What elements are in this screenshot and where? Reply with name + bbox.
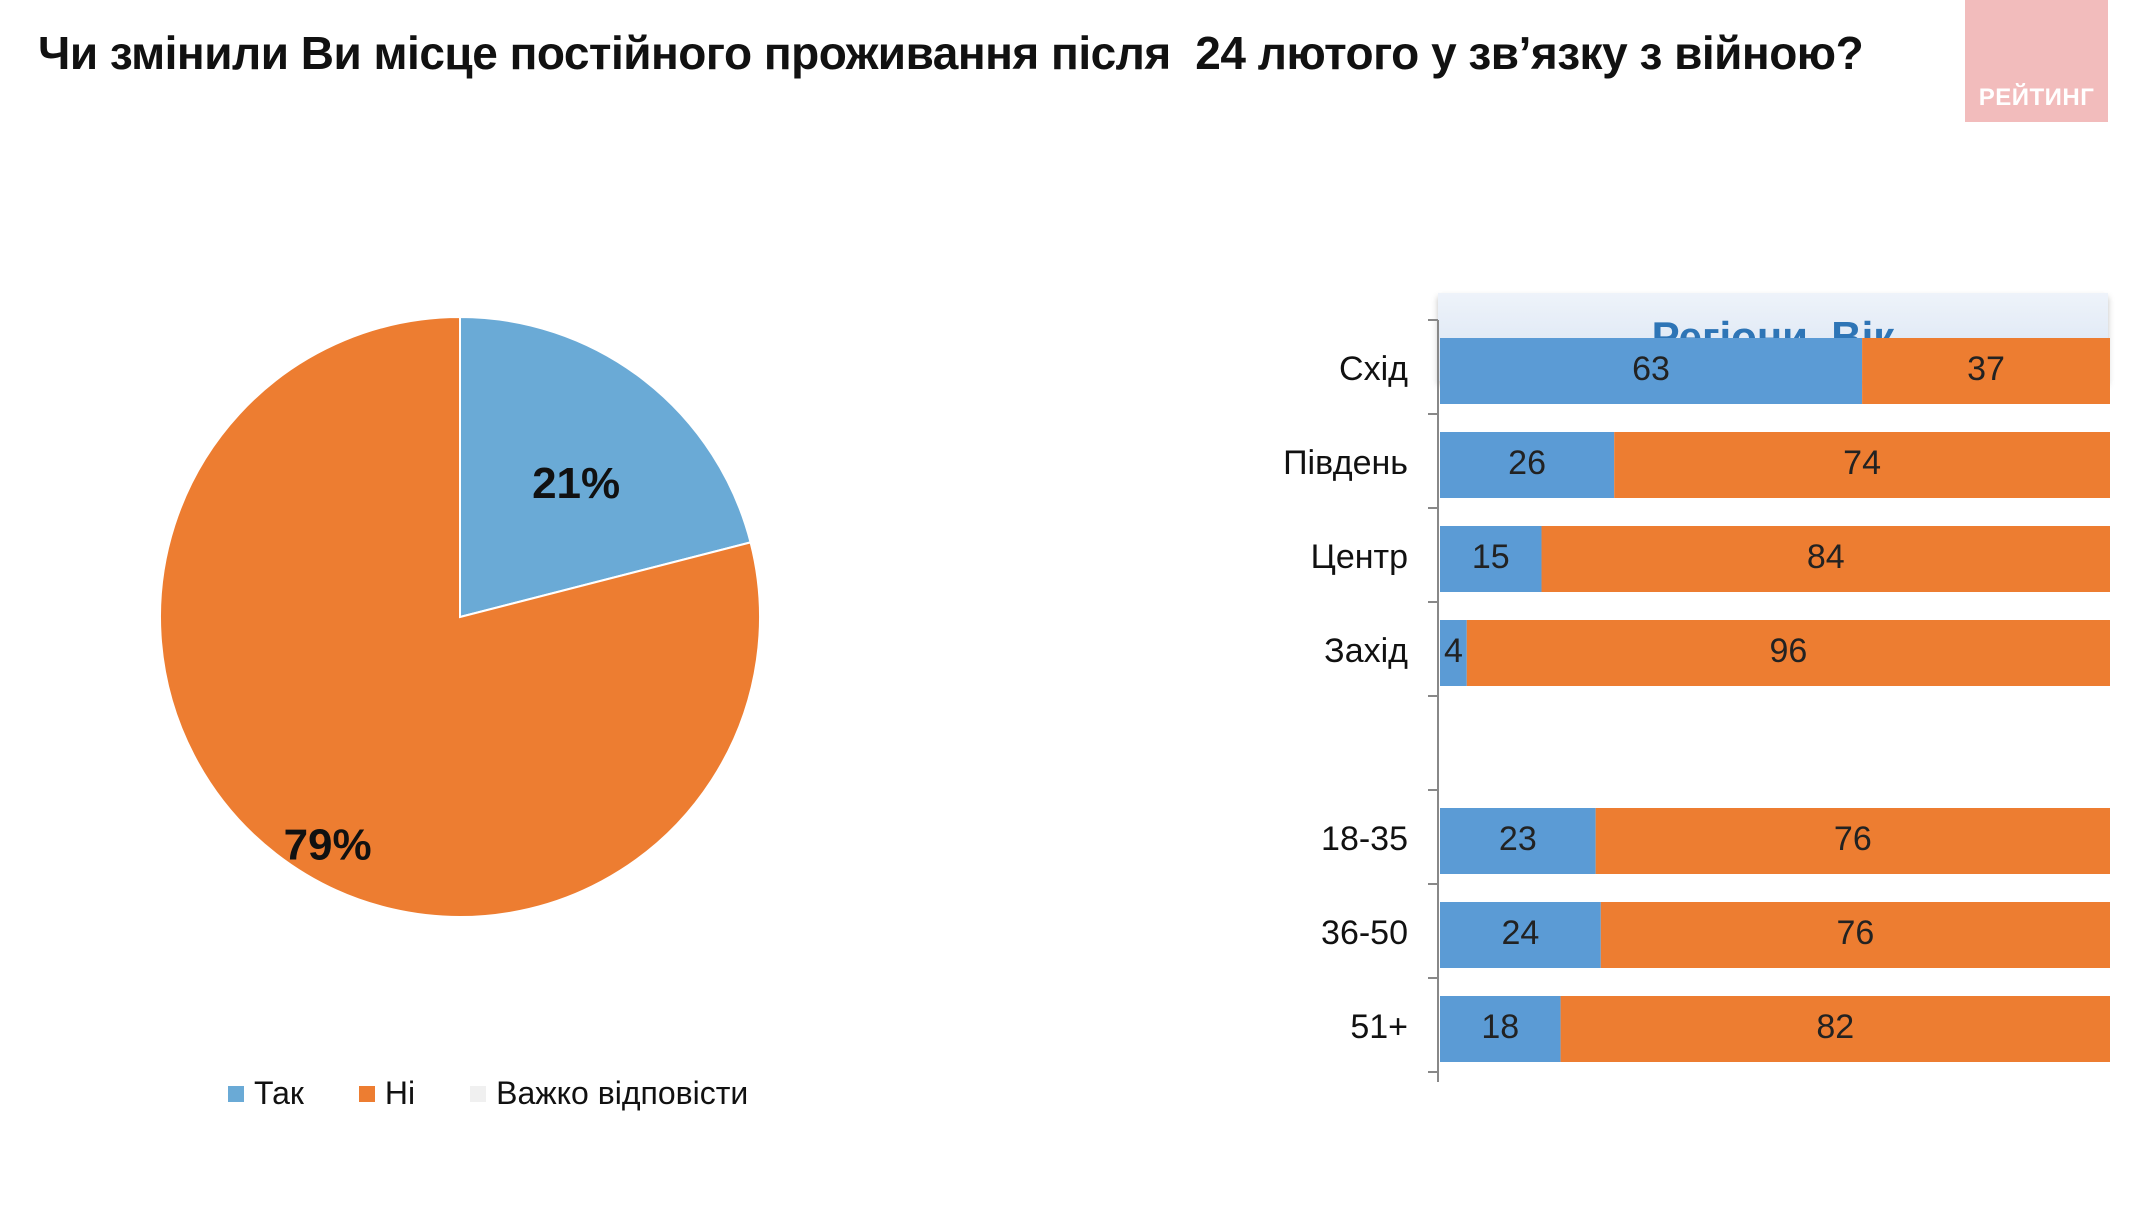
bar-data-label-no: 82 [1816,1008,1854,1046]
legend-swatch [470,1085,487,1102]
legend-label: Важко відповісти [496,1075,749,1111]
page-title: Чи змінили Ви місце постійного проживанн… [38,27,1864,79]
bar-data-label-yes: 26 [1508,444,1546,482]
bar-data-label-yes: 23 [1499,820,1537,858]
bar-data-label-yes: 63 [1632,350,1670,388]
bar-segment-yes [1440,620,1467,686]
bar-segment-no [1862,338,2110,404]
bar-segment-no [1541,526,2110,592]
bar-data-label-no: 76 [1834,820,1872,858]
bar-data-label-no: 96 [1769,632,1807,670]
bar-segment-no [1560,996,2110,1062]
bar-data-label-no: 84 [1807,538,1845,576]
legend-label: Ні [384,1075,416,1111]
bar-segment-yes [1440,526,1542,592]
legend-item: Ні [358,1075,416,1112]
category-label: 51+ [1350,1008,1408,1046]
bar-segment-yes [1440,338,1863,404]
legend-item: Так [228,1075,304,1112]
rating-logo: РЕЙТИНГ [1965,0,2108,122]
bar-data-label-no: 74 [1843,444,1881,482]
stacked-bar-chart: Схід 63 37 Південь 26 74 Центр 15 84 Захід 4 96 18-3… [1283,319,2110,1082]
category-label: Захід [1324,632,1408,670]
legend-swatch [358,1085,375,1102]
bar-segment-no [1600,902,2110,968]
bar-segment-yes [1440,808,1596,874]
bar-data-label-no: 37 [1967,350,2005,388]
category-label: Центр [1311,538,1408,576]
category-label: Схід [1339,350,1408,388]
pie-data-label: 79% [284,820,372,869]
bar-segment-no [1614,432,2110,498]
category-label: Південь [1283,444,1408,482]
bar-segment-yes [1440,432,1615,498]
pie-slice [159,315,761,918]
bar-segment-no [1466,620,2110,686]
legend-item: Важко відповісти [470,1075,748,1112]
bar-data-label-no: 76 [1836,914,1874,952]
legend: Так Ні Важко відповісти [228,1075,803,1112]
pie-data-label: 21% [532,459,620,508]
category-label: 18-35 [1321,820,1408,858]
legend-label: Так [254,1075,304,1111]
category-label: 36-50 [1321,914,1408,952]
bar-segment-yes [1440,996,1561,1062]
bar-data-label-yes: 4 [1444,632,1463,670]
bar-data-label-yes: 24 [1501,914,1539,952]
logo-text: РЕЙТИНГ [1978,84,2095,111]
legend-swatch [228,1085,244,1102]
bar-segment-yes [1440,902,1601,968]
bar-data-label-yes: 15 [1472,538,1510,576]
pie-slice [459,315,752,619]
pie-chart: 21% 79% [159,315,761,918]
bar-data-label-yes: 18 [1481,1008,1519,1046]
bar-segment-no [1595,808,2110,874]
